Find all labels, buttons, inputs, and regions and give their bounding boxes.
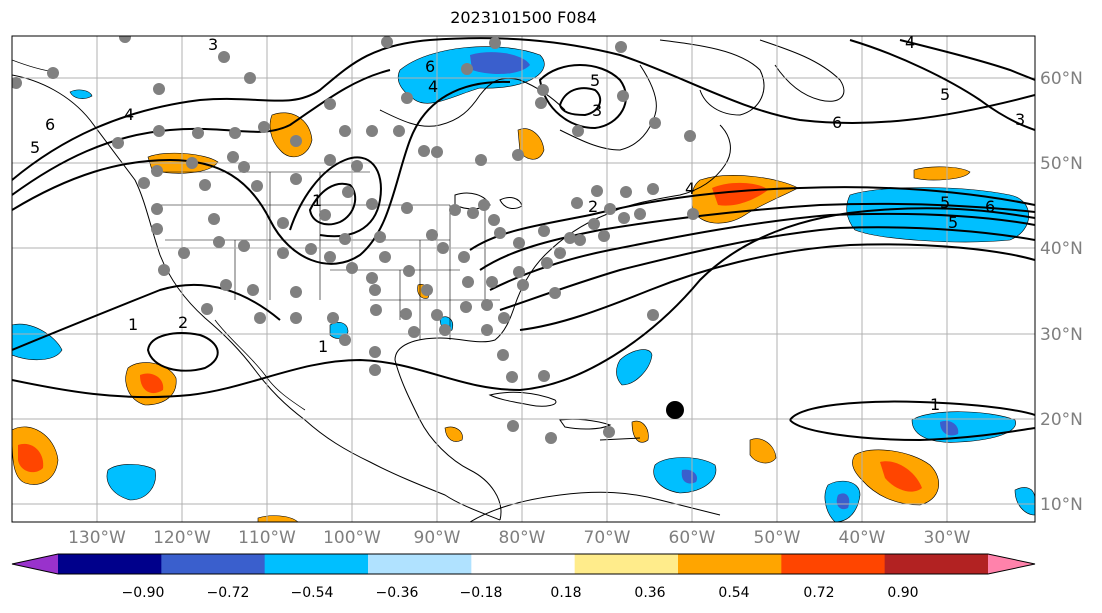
colorbar-tick-label: 0.18 — [550, 585, 581, 601]
longitude-label: 30°W — [924, 528, 971, 548]
colorbar-segment — [988, 554, 1035, 574]
contour-label: 1 — [318, 337, 328, 356]
latitude-labels: 60°N 50°N 40°N 30°N 20°N 10°N — [1040, 69, 1083, 515]
contour-label: 6 — [45, 115, 55, 134]
pos-anomaly-area — [517, 128, 545, 160]
contour-label: 4 — [685, 179, 695, 198]
longitude-label: 40°W — [839, 528, 886, 548]
latitude-label: 30°N — [1040, 325, 1083, 345]
colorbar-segment — [678, 554, 782, 574]
colorbar-tick-label: −0.90 — [122, 585, 165, 601]
contour-label: 3 — [1015, 110, 1025, 129]
pos-anomaly-core — [712, 182, 768, 206]
pos-anomaly-area — [913, 166, 971, 181]
colorbar-tick-label: −0.72 — [207, 585, 250, 601]
contour-label: 6 — [832, 113, 842, 132]
colorbar-segment — [471, 554, 576, 574]
colorbar-tick-label: −0.18 — [460, 585, 503, 601]
colorbar-outline — [11, 553, 1036, 575]
pos-anomaly-area — [444, 426, 463, 442]
contour-label: 5 — [940, 193, 950, 212]
pos-anomaly-core — [18, 443, 44, 473]
longitude-label: 80°W — [499, 528, 546, 548]
contour-label: 4 — [124, 105, 134, 124]
colorbar — [11, 553, 1036, 575]
contours — [12, 37, 1035, 442]
contour-labels: 6 4 5 2 1 4 6 5 3 4 5 6 5 6 1 2 1 1 3 5 … — [30, 33, 1025, 414]
stations — [12, 36, 699, 444]
colorbar-segment — [12, 554, 58, 574]
map-title: 2023101500 F084 — [450, 8, 597, 27]
longitude-label: 70°W — [584, 528, 631, 548]
colorbar-segment — [264, 554, 369, 574]
longitude-label: 120°W — [153, 528, 211, 548]
map-border — [11, 35, 1036, 523]
longitude-label: 90°W — [414, 528, 461, 548]
contour-label: 6 — [985, 197, 995, 216]
neg-anomaly-area — [1014, 487, 1035, 516]
map-background — [12, 36, 1035, 522]
colorbar-segment — [884, 554, 989, 574]
latitude-label: 20°N — [1040, 410, 1083, 430]
contour-label: 3 — [592, 101, 602, 120]
colorbar-segment — [161, 554, 266, 574]
neg-anomaly-core — [836, 493, 850, 510]
neg-anomaly-area — [616, 349, 653, 386]
colorbar-segment — [368, 554, 472, 574]
contour-label: 1 — [128, 315, 138, 334]
neg-anomaly-core — [681, 469, 698, 484]
anomaly-shading — [12, 46, 1035, 522]
longitude-label: 130°W — [68, 528, 126, 548]
pos-anomaly-area — [749, 438, 777, 464]
contour-label: 5 — [590, 71, 600, 90]
neg-anomaly-area — [12, 323, 63, 360]
storm-center-marker — [666, 401, 684, 419]
neg-anomaly-core — [940, 420, 959, 436]
pos-anomaly-core — [140, 373, 164, 394]
pos-anomaly-area — [269, 112, 313, 158]
contour-label: 1 — [930, 395, 940, 414]
colorbar-tick-label: 0.90 — [887, 585, 918, 601]
contour-label: 5 — [30, 138, 40, 157]
contour-label: 5 — [940, 85, 950, 104]
longitude-label: 100°W — [323, 528, 381, 548]
latitude-label: 60°N — [1040, 69, 1083, 89]
latitude-label: 50°N — [1040, 154, 1083, 174]
latitude-label: 10°N — [1040, 495, 1083, 515]
longitude-labels: 130°W 120°W 110°W 100°W 90°W 80°W 70°W 6… — [68, 528, 971, 548]
contour-label: 4 — [905, 33, 915, 52]
colorbar-labels: −0.90 −0.72 −0.54 −0.36 −0.18 0.18 0.36 … — [122, 585, 919, 601]
longitude-label: 50°W — [754, 528, 801, 548]
contour-label: 2 — [178, 313, 188, 332]
colorbar-tick-label: −0.36 — [376, 585, 419, 601]
contour-label: 1 — [312, 191, 322, 210]
neg-anomaly-core — [470, 52, 530, 75]
colorbar-segment — [781, 554, 886, 574]
pos-anomaly-core — [880, 461, 922, 492]
neg-anomaly-area — [106, 464, 156, 501]
latitude-label: 40°N — [1040, 239, 1083, 259]
contour-label: 6 — [425, 57, 435, 76]
colorbar-segment — [574, 554, 679, 574]
colorbar-tick-label: 0.72 — [803, 585, 834, 601]
longitude-label: 110°W — [238, 528, 296, 548]
colorbar-tick-label: 0.36 — [634, 585, 665, 601]
contour-label: 4 — [428, 77, 438, 96]
pos-anomaly-area — [257, 515, 299, 522]
contour-label: 2 — [588, 197, 598, 216]
contour-label: 3 — [208, 35, 218, 54]
contour-label: 5 — [948, 213, 958, 232]
longitude-label: 60°W — [669, 528, 716, 548]
colorbar-segment — [58, 554, 162, 574]
colorbar-tick-label: 0.54 — [718, 585, 749, 601]
neg-anomaly-area — [69, 89, 93, 99]
pos-anomaly-area — [631, 420, 649, 443]
colorbar-tick-label: −0.54 — [291, 585, 334, 601]
